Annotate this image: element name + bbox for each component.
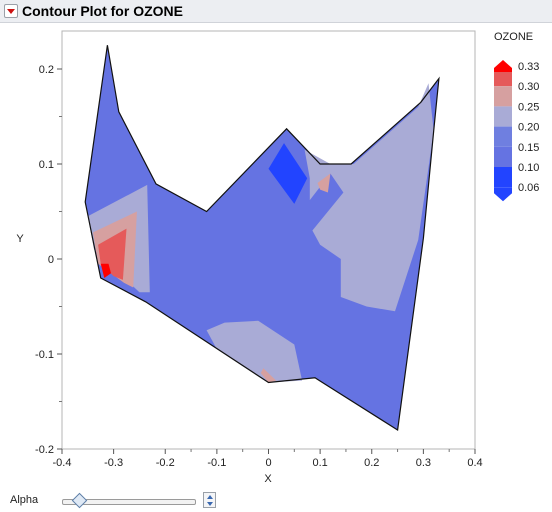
spinner-up-icon[interactable] xyxy=(207,495,213,499)
y-tick-label: -0.2 xyxy=(35,444,54,456)
x-tick-label: 0.4 xyxy=(467,457,482,469)
contour-chart: -0.4 -0.3 -0.2 -0.1 0 0.1 0.2 0.3 0.4 -0.2 -0.1 0 0.… xyxy=(16,30,539,485)
alpha-label: Alpha xyxy=(10,494,39,506)
x-tick-label: 0.2 xyxy=(364,457,379,469)
red-triangle-icon xyxy=(7,8,15,14)
x-tick-label: -0.3 xyxy=(104,457,123,469)
legend-level-label: 0.33 xyxy=(518,61,539,73)
spinner-down-icon[interactable] xyxy=(207,502,213,506)
legend-swatch xyxy=(494,86,512,107)
x-axis-title: X xyxy=(264,473,272,485)
alpha-spinner[interactable] xyxy=(203,492,216,508)
report-title: Contour Plot for OZONE xyxy=(22,3,183,19)
legend-swatch xyxy=(494,167,512,188)
x-tick-label: 0.3 xyxy=(416,457,431,469)
legend-swatch xyxy=(494,106,512,127)
x-tick-label: 0.1 xyxy=(312,457,327,469)
contour-region-7 xyxy=(206,320,303,383)
axes: -0.4 -0.3 -0.2 -0.1 0 0.1 0.2 0.3 0.4 -0.2 -0.1 0 0.… xyxy=(35,64,483,469)
legend-level-label: 0.06 xyxy=(518,182,539,194)
legend-level-label: 0.15 xyxy=(518,142,539,154)
x-tick-label: -0.4 xyxy=(53,457,72,469)
contour-region-4 xyxy=(268,143,308,204)
y-tick-label: -0.1 xyxy=(35,349,54,361)
legend-swatch xyxy=(494,187,512,202)
legend: 0.33 0.30 0.25 0.20 0.15 0.10 0.06 xyxy=(494,60,539,202)
boundary-outline xyxy=(84,45,440,432)
contour-region-3 xyxy=(100,263,111,278)
legend-swatch xyxy=(494,126,512,147)
y-tick-label: 0.1 xyxy=(39,159,54,171)
x-tick-label: 0 xyxy=(265,457,271,469)
legend-level-label: 0.20 xyxy=(518,122,539,134)
legend-swatch xyxy=(494,60,512,72)
x-tick-label: -0.2 xyxy=(156,457,175,469)
y-tick-label: 0 xyxy=(48,254,54,266)
alpha-slider-thumb[interactable] xyxy=(71,492,88,509)
outline-title-bar: Contour Plot for OZONE xyxy=(0,0,552,23)
contour-region-8 xyxy=(260,368,277,383)
disclosure-menu-icon[interactable] xyxy=(4,4,18,18)
legend-swatch xyxy=(494,72,512,87)
legend-level-label: 0.10 xyxy=(518,162,539,174)
contour-regions xyxy=(84,45,440,432)
base-region xyxy=(85,45,439,430)
legend-title: OZONE xyxy=(494,31,533,43)
alpha-slider-track[interactable] xyxy=(62,499,196,505)
y-axis-title: Y xyxy=(16,233,24,245)
alpha-control: Alpha xyxy=(0,490,552,512)
x-tick-label: -0.1 xyxy=(207,457,226,469)
legend-level-label: 0.25 xyxy=(518,101,539,113)
contour-region-6 xyxy=(317,173,331,193)
legend-swatch xyxy=(494,146,512,167)
contour-region-5 xyxy=(304,83,434,312)
y-tick-label: 0.2 xyxy=(39,64,54,76)
legend-level-label: 0.30 xyxy=(518,81,539,93)
